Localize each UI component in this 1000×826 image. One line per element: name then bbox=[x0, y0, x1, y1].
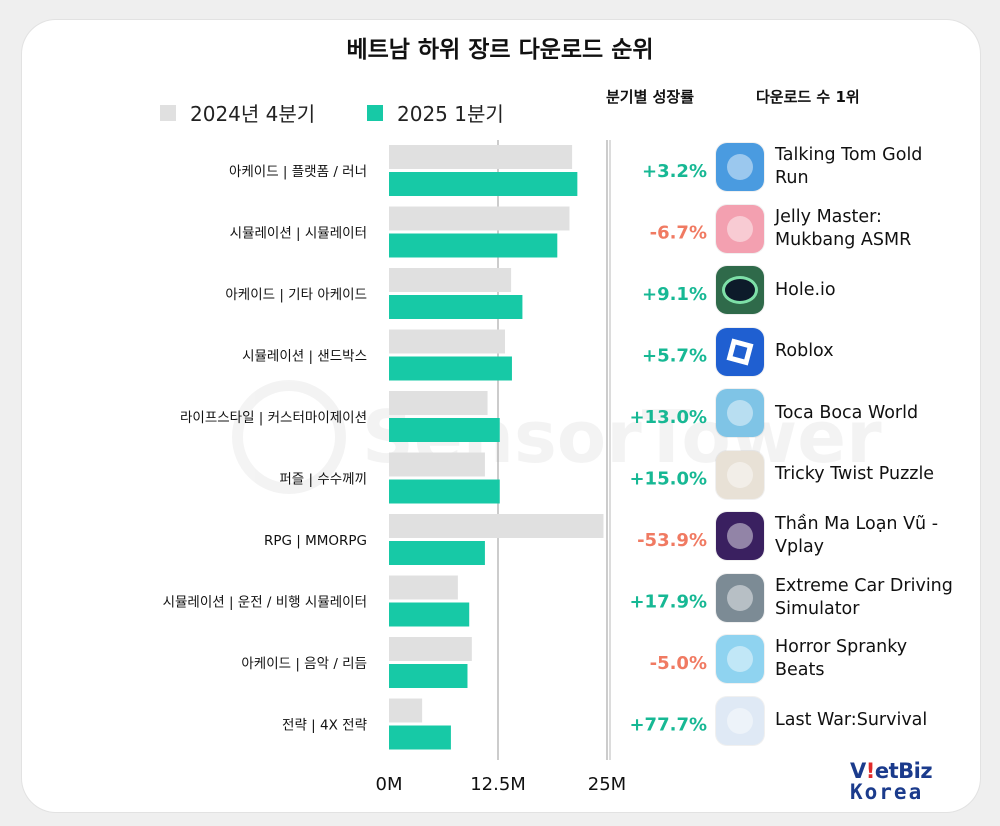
top-app-row: Toca Boca World bbox=[716, 389, 960, 437]
talking-tom-gold-run-icon bbox=[716, 143, 764, 191]
legend-swatch-q1 bbox=[367, 104, 383, 121]
bar-q4 bbox=[389, 698, 423, 723]
growth-header: 분기별 성장률 bbox=[606, 88, 695, 106]
bar-q1 bbox=[389, 233, 558, 258]
bar-q1 bbox=[389, 541, 485, 565]
category-label: 아케이드 | 플랫폼 / 러너 bbox=[229, 164, 367, 180]
bar-q1 bbox=[389, 172, 578, 196]
bar-q1 bbox=[389, 356, 512, 381]
category-label: 시뮬레이션 | 시뮬레이터 bbox=[230, 226, 367, 242]
growth-rate: +9.1% bbox=[642, 284, 707, 305]
category-label: 아케이드 | 음악 / 리듬 bbox=[241, 656, 367, 672]
legend-label-q4: 2024년 4분기 bbox=[190, 102, 316, 126]
x-tick-label: 0M bbox=[376, 774, 403, 795]
legend-item-q4: 2024년 4분기 bbox=[160, 98, 315, 127]
tricky-twist-puzzle-icon bbox=[716, 450, 764, 499]
legend-swatch-q4 bbox=[160, 104, 176, 121]
top-app-name: Jelly Master: Mukbang ASMR bbox=[775, 206, 912, 250]
category-label: 아케이드 | 기타 아케이드 bbox=[225, 287, 367, 303]
brand-line2: Korea bbox=[850, 780, 924, 804]
jelly-master-icon bbox=[716, 204, 764, 253]
roblox-icon bbox=[716, 327, 764, 376]
x-tick-label: 25M bbox=[588, 774, 626, 795]
legend-label-q1: 2025 1분기 bbox=[397, 102, 504, 126]
top-app-name: Roblox bbox=[775, 341, 834, 361]
x-tick-label: 12.5M bbox=[470, 774, 526, 795]
category-label: 라이프스타일 | 커스터마이제이션 bbox=[180, 410, 367, 426]
category-label: 퍼즐 | 수수께끼 bbox=[279, 472, 367, 488]
top-app-row: Hole.io bbox=[716, 266, 960, 314]
legend-item-q1: 2025 1분기 bbox=[367, 98, 504, 127]
category-label: RPG | MMORPG bbox=[264, 533, 367, 549]
top-app-row: Thần Ma Loạn Vũ - Vplay bbox=[716, 512, 960, 560]
top-app-row: Tricky Twist Puzzle bbox=[716, 450, 960, 499]
hole-io-icon bbox=[716, 266, 764, 314]
bar-q4 bbox=[389, 452, 485, 477]
top-app-name: Tricky Twist Puzzle bbox=[775, 464, 935, 484]
bar-q4 bbox=[389, 206, 570, 231]
bar-q1 bbox=[389, 295, 523, 319]
top-app-row: Roblox bbox=[716, 327, 960, 376]
top-app-name: Horror Spranky Beats bbox=[775, 637, 908, 680]
growth-rate: +13.0% bbox=[629, 407, 707, 428]
bar-q4 bbox=[389, 391, 488, 415]
top-app-row: Horror Spranky Beats bbox=[716, 635, 960, 683]
vietbiz-korea-logo: V!etBiz Korea bbox=[850, 759, 933, 804]
top-app-name: Hole.io bbox=[775, 279, 836, 300]
top-app-row: Jelly Master: Mukbang ASMR bbox=[716, 204, 960, 253]
bar-q4 bbox=[389, 637, 472, 661]
bar-q4 bbox=[389, 329, 505, 354]
bar-q1 bbox=[389, 725, 451, 750]
top-app-name: Thần Ma Loạn Vũ - Vplay bbox=[775, 514, 939, 557]
growth-rate: -6.7% bbox=[650, 223, 707, 244]
category-label: 시뮬레이션 | 샌드박스 bbox=[242, 349, 367, 365]
bar-q1 bbox=[389, 602, 470, 627]
horror-spranky-beats-icon bbox=[716, 635, 764, 683]
top-app-row: Extreme Car Driving Simulator bbox=[716, 573, 960, 622]
bar-q4 bbox=[389, 514, 604, 538]
than-ma-loan-vu-icon bbox=[716, 512, 764, 560]
brand-line1: V!etBiz bbox=[850, 759, 933, 783]
top-app-name: Extreme Car Driving Simulator bbox=[775, 575, 953, 619]
growth-rate: +5.7% bbox=[642, 346, 707, 367]
bar-q4 bbox=[389, 575, 458, 600]
bar-q1 bbox=[389, 418, 500, 442]
top-app-name: Last War:Survival bbox=[775, 710, 928, 730]
bar-q4 bbox=[389, 268, 512, 292]
category-label: 시뮬레이션 | 운전 / 비행 시뮬레이터 bbox=[163, 595, 367, 611]
bar-q4 bbox=[389, 145, 573, 169]
top-app-row: Last War:Survival bbox=[716, 696, 960, 745]
toca-boca-world-icon bbox=[716, 389, 764, 437]
bar-q1 bbox=[389, 664, 468, 688]
top-app-name: Talking Tom Gold Run bbox=[775, 145, 923, 188]
bar-q1 bbox=[389, 479, 500, 504]
growth-rate: -53.9% bbox=[637, 530, 707, 551]
top-app-name: Toca Boca World bbox=[775, 402, 919, 423]
top-app-header: 다운로드 수 1위 bbox=[756, 88, 860, 106]
top-app-row: Talking Tom Gold Run bbox=[716, 143, 960, 191]
growth-rate: +17.9% bbox=[629, 592, 707, 613]
chart-title: 베트남 하위 장르 다운로드 순위 bbox=[346, 37, 654, 63]
growth-rate: +77.7% bbox=[629, 715, 707, 736]
growth-rate: +15.0% bbox=[629, 469, 707, 490]
growth-rate: -5.0% bbox=[650, 653, 707, 674]
category-label: 전략 | 4X 전략 bbox=[282, 718, 367, 734]
growth-rate: +3.2% bbox=[642, 161, 707, 182]
extreme-car-driving-icon bbox=[716, 573, 764, 622]
last-war-survival-icon bbox=[716, 696, 764, 745]
